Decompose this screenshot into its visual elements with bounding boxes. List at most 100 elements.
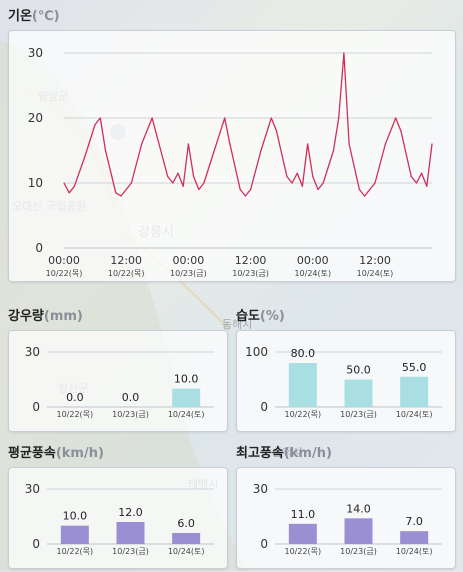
bar: [172, 533, 201, 544]
x-tick-date: 10/23(금): [170, 269, 207, 278]
y-tick-label: 0: [32, 400, 40, 414]
temperature-point: [426, 185, 428, 187]
rain-panel: 0 30 0.0 10/22(목) 0.0 10/23(금) 10.0 10/24(토): [8, 330, 228, 432]
temperature-line: [63, 52, 433, 197]
temperature-point: [260, 149, 262, 152]
x-tick-date: 10/23(금): [232, 269, 269, 278]
temperature-point: [203, 182, 205, 184]
temperature-point: [63, 182, 65, 184]
x-tick-date: 10/23(금): [112, 410, 149, 419]
temperature-point: [384, 143, 386, 145]
temperature-point: [172, 182, 174, 184]
y-tick-label: 30: [25, 345, 40, 359]
x-tick-time: 00:00: [297, 254, 329, 267]
temperature-point: [364, 195, 366, 197]
x-tick-time: 12:00: [359, 254, 391, 267]
temperature-point: [115, 192, 117, 194]
avg-wind-title: 평균풍속(km/h): [8, 442, 104, 461]
temperature-point: [322, 182, 324, 184]
x-tick-date: 10/24(토): [357, 269, 394, 278]
max-wind-title-text: 최고풍속: [236, 446, 284, 461]
temperature-point: [249, 188, 252, 191]
bar-value-label: 10.0: [174, 373, 199, 386]
temperature-point: [410, 175, 412, 178]
bar-value-label: 50.0: [346, 364, 371, 377]
x-tick-date: 10/23(금): [112, 547, 149, 556]
temperature-unit: (℃): [31, 9, 60, 24]
x-tick-date: 10/23(금): [340, 547, 377, 556]
temperature-point: [270, 117, 272, 119]
temperature-point: [338, 117, 340, 119]
x-tick-time: 12:00: [110, 254, 142, 267]
x-tick-date: 10/22(목): [284, 410, 321, 419]
avg-wind-title-text: 평균풍속: [8, 446, 56, 461]
temperature-panel: 0 10 20 30 00:00 10/22(목) 12:00 10/22(목) 00:00 10…: [8, 30, 456, 282]
temperature-point: [244, 195, 247, 197]
x-tick-date: 10/24(토): [168, 410, 205, 419]
temperature-point: [130, 182, 132, 184]
bar: [288, 363, 317, 407]
avg-wind-panel: 0 30 10.0 10/22(목) 12.0 10/23(금) 6.0 10/24(토): [8, 467, 228, 569]
temperature-point: [104, 149, 107, 152]
temperature-point: [286, 175, 288, 178]
bar: [400, 531, 429, 544]
x-tick-time: 00:00: [48, 254, 80, 267]
x-tick-date: 10/22(목): [108, 269, 145, 278]
x-tick-date: 10/22(목): [56, 410, 93, 419]
bar-value-label: 12.0: [118, 506, 143, 519]
y-tick-label: 0: [260, 400, 268, 414]
temperature-point: [275, 130, 278, 132]
max-wind-chart: 0 30 11.0 10/22(목) 14.0 10/23(금) 7.0 10/24(토): [253, 482, 442, 556]
temperature-point: [177, 172, 179, 174]
x-tick-date: 10/24(토): [396, 410, 433, 419]
bar-value-label: 7.0: [405, 515, 423, 528]
y-tick-label: 20: [28, 111, 43, 125]
rain-title: 강우량(mm): [8, 305, 83, 324]
temperature-point: [431, 143, 433, 145]
max-wind-unit: (km/h): [283, 446, 332, 461]
temperature-point: [141, 143, 143, 145]
x-tick-date: 10/23(금): [340, 410, 377, 419]
bar: [344, 379, 373, 407]
temperature-point: [84, 156, 86, 158]
temperature-point: [296, 172, 298, 174]
temperature-point: [374, 182, 376, 184]
rain-title-text: 강우량: [8, 309, 44, 324]
bar: [60, 525, 89, 544]
max-wind-title: 최고풍속(km/h): [236, 442, 332, 461]
y-tick-label: 30: [253, 482, 268, 496]
y-tick-label: 30: [28, 46, 43, 60]
humidity-unit: (%): [259, 309, 285, 324]
temperature-point: [395, 117, 397, 119]
temperature-point: [343, 52, 345, 54]
max-wind-panel: 0 30 11.0 10/22(목) 14.0 10/23(금) 7.0 10/24(토): [236, 467, 456, 569]
x-tick-date: 10/24(토): [168, 547, 205, 556]
rain-unit: (mm): [43, 309, 83, 324]
temperature-point: [151, 117, 153, 119]
x-tick-date: 10/22(목): [284, 547, 321, 556]
temperature-point: [224, 117, 226, 119]
x-tick-date: 10/22(목): [46, 269, 83, 278]
bar-value-label: 55.0: [402, 361, 427, 374]
temperature-title: 기온(℃): [8, 5, 60, 24]
temperature-point: [99, 117, 101, 119]
temperature-point: [312, 175, 314, 178]
avg-wind-unit: (km/h): [55, 446, 104, 461]
x-tick-time: 00:00: [173, 254, 205, 267]
temperature-point: [307, 143, 309, 145]
temperature-point: [167, 175, 169, 178]
avg-wind-chart: 0 30 10.0 10/22(목) 12.0 10/23(금) 6.0 10/24(토): [25, 482, 214, 556]
bar: [344, 518, 373, 544]
temperature-point: [348, 143, 350, 145]
bar: [288, 523, 317, 544]
temperature-point: [192, 175, 195, 178]
temperature-point: [358, 188, 361, 191]
humidity-panel: 0 100 80.0 10/22(목) 50.0 10/23(금) 55.0 10/24(토): [236, 330, 456, 432]
y-tick-label: 0: [32, 537, 40, 551]
temperature-point: [68, 192, 70, 194]
temperature-point: [229, 143, 231, 145]
bar-value-label: 14.0: [346, 502, 371, 515]
y-tick-label: 0: [35, 241, 43, 255]
rain-chart: 0 30 0.0 10/22(목) 0.0 10/23(금) 10.0 10/24(토): [25, 345, 214, 419]
y-tick-label: 10: [28, 176, 43, 190]
